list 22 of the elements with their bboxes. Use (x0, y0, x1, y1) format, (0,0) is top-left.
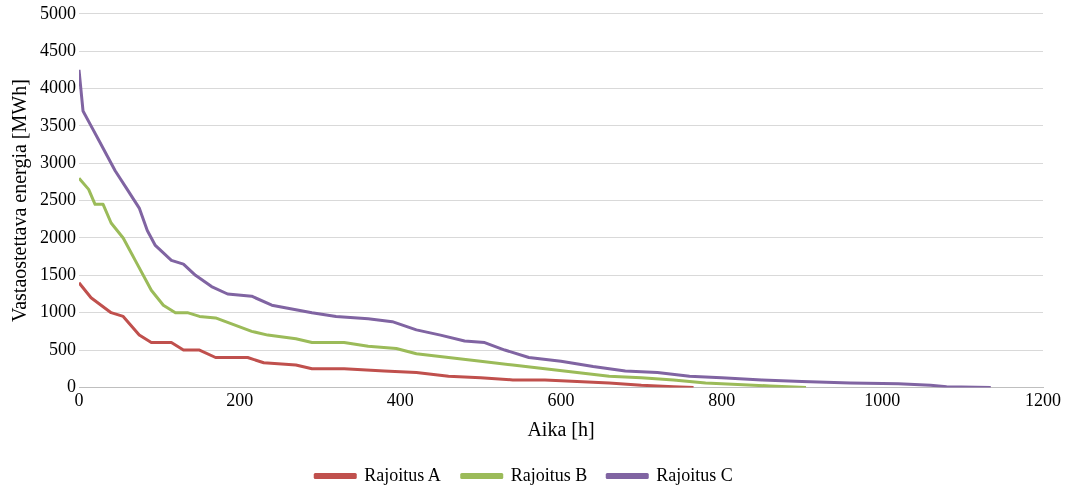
y-tick-label: 1000 (40, 301, 76, 322)
y-tick-label: 3500 (40, 114, 76, 135)
x-tick-label: 200 (226, 389, 254, 410)
y-tick-label: 2000 (40, 226, 76, 247)
x-tick-label: 1000 (864, 389, 901, 410)
y-tick-label: 500 (49, 338, 76, 359)
y-tick-label: 0 (67, 376, 76, 397)
y-tick-label: 3000 (40, 151, 76, 172)
x-tick-label: 800 (708, 389, 736, 410)
y-tick-label: 5000 (40, 2, 76, 23)
y-tick-label: 2500 (40, 189, 76, 210)
y-axis-title: Vastaostettava energia [MWh] (8, 79, 32, 323)
x-tick-label: 400 (386, 389, 414, 410)
legend-label: Rajoitus B (510, 464, 588, 485)
x-axis-title: Aika [h] (527, 418, 595, 441)
legend-label: Rajoitus A (364, 464, 441, 485)
legend-label: Rajoitus C (656, 464, 733, 485)
y-tick-label: 4000 (40, 77, 76, 98)
y-tick-label: 1500 (40, 264, 76, 285)
x-tick-label: 1200 (1025, 389, 1061, 410)
y-tick-label: 4500 (40, 39, 76, 60)
x-tick-label: 600 (547, 389, 575, 410)
